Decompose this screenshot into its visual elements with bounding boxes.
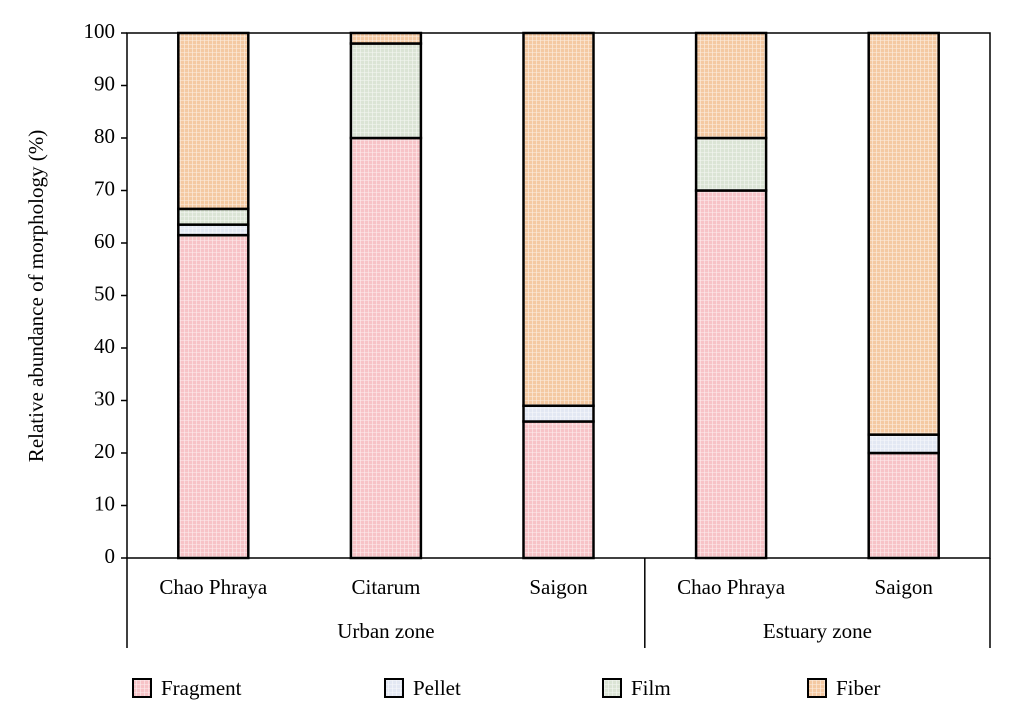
legend-swatch xyxy=(132,678,152,698)
bar-segment xyxy=(694,189,768,560)
x-tick-label: Chao Phraya xyxy=(159,575,268,599)
bar-segment xyxy=(349,136,423,560)
legend-label: Pellet xyxy=(413,676,461,700)
group-label: Estuary zone xyxy=(763,619,872,643)
bar-segment xyxy=(694,136,768,192)
bar-segment xyxy=(349,42,423,140)
legend-swatch xyxy=(384,678,404,698)
bar-segment xyxy=(694,31,768,140)
x-tick-label: Chao Phraya xyxy=(677,575,786,599)
y-tick-label: 90 xyxy=(94,71,115,95)
y-tick-label: 70 xyxy=(94,176,115,200)
y-tick-label: 60 xyxy=(94,229,115,253)
legend-label: Fragment xyxy=(161,676,242,700)
legend-label: Fiber xyxy=(836,676,880,700)
bar-segment xyxy=(522,404,595,423)
y-tick-label: 50 xyxy=(94,281,115,305)
plot-frame xyxy=(126,32,991,559)
y-tick-label: 30 xyxy=(94,386,115,410)
y-tick-label: 40 xyxy=(94,334,115,358)
legend-label: Film xyxy=(631,676,671,700)
legend-swatch xyxy=(602,678,622,698)
bar-segment xyxy=(867,451,940,560)
bar-segment xyxy=(177,207,250,226)
y-tick-label: 80 xyxy=(94,124,115,148)
x-tick-label: Saigon xyxy=(529,575,588,599)
x-tick-label: Citarum xyxy=(351,575,420,599)
y-axis-label: Relative abundance of morphology (%) xyxy=(24,130,48,462)
y-tick-label: 20 xyxy=(94,439,115,463)
bar-segment xyxy=(177,31,250,211)
bar-segment xyxy=(522,420,595,560)
bar-segment xyxy=(522,31,595,407)
x-tick-label: Saigon xyxy=(875,575,934,599)
bar-segment xyxy=(867,433,940,455)
y-tick-label: 10 xyxy=(94,491,115,515)
y-tick-label: 100 xyxy=(84,19,116,43)
bar-segment xyxy=(349,31,423,45)
bar-segment xyxy=(177,223,250,237)
bar-segment xyxy=(177,233,250,560)
group-label: Urban zone xyxy=(337,619,434,643)
y-tick-label: 0 xyxy=(105,544,116,568)
bar-segment xyxy=(867,31,940,436)
legend-swatch xyxy=(807,678,827,698)
